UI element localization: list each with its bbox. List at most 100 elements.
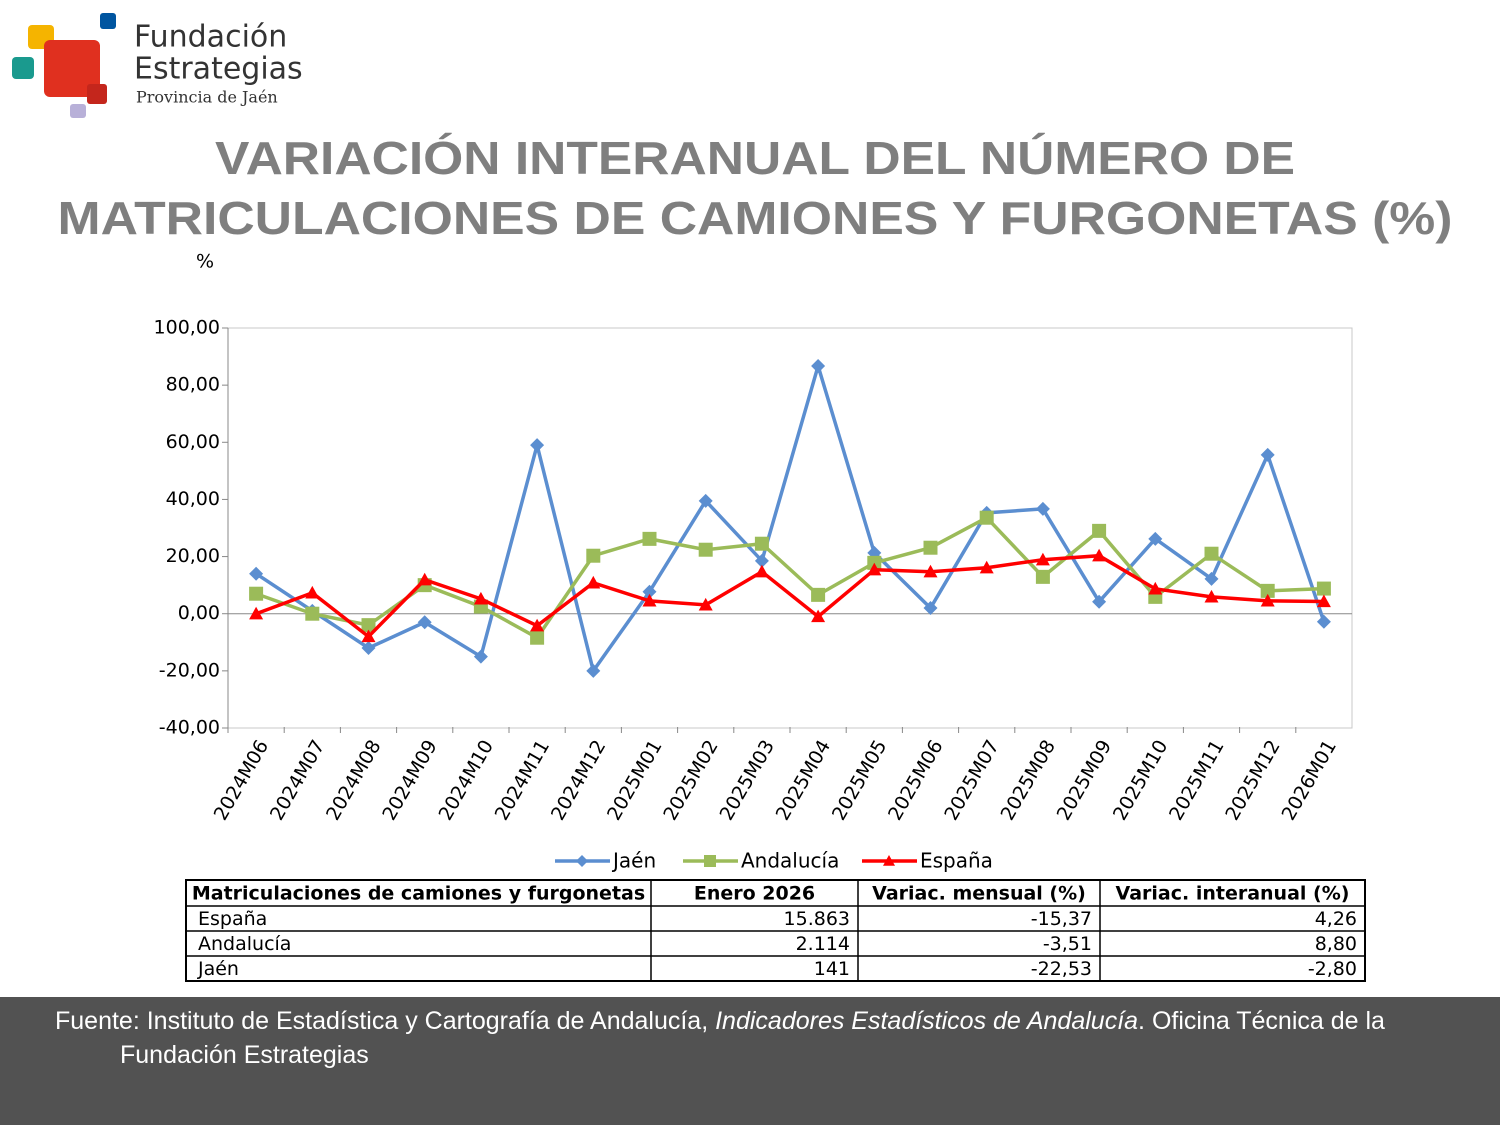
x-tick-label: 2024M08: [322, 736, 386, 824]
marker: [698, 542, 713, 557]
marker: [1035, 552, 1050, 566]
table-cell: -2,80: [1308, 958, 1357, 980]
marker: [754, 564, 769, 578]
marker: [249, 606, 264, 620]
marker: [305, 585, 320, 599]
footer-band: [0, 997, 1500, 1125]
y-tick-label: 60,00: [166, 431, 220, 453]
y-tick-label: 80,00: [166, 374, 220, 396]
source-text: Fuente: Instituto de Estadística y Carto…: [55, 1007, 716, 1035]
marker: [417, 572, 432, 586]
marker: [754, 553, 769, 568]
marker: [1092, 523, 1107, 538]
x-tick-label: 2024M07: [266, 736, 330, 824]
y-tick-label: 0,00: [178, 602, 220, 624]
y-tick-label: -40,00: [159, 717, 220, 739]
logo-square: [44, 40, 100, 97]
series-line: [255, 553, 1324, 639]
x-tick-label: 2025M12: [1221, 736, 1285, 824]
marker: [361, 618, 376, 633]
y-axis-label: %: [196, 251, 214, 273]
marker: [586, 575, 601, 589]
marker: [923, 540, 938, 555]
table-cell: -22,53: [1031, 958, 1092, 980]
marker: [754, 536, 769, 551]
y-tick-label: 40,00: [166, 488, 220, 510]
legend-label: Jaén: [611, 849, 656, 873]
marker: [473, 649, 488, 664]
marker: [698, 493, 713, 508]
logo-square: [12, 57, 34, 79]
marker: [698, 597, 713, 611]
marker: [923, 601, 938, 615]
x-tick-label: 2026M01: [1277, 736, 1341, 824]
x-tick-label: 2024M09: [378, 736, 442, 824]
x-tick-label: 2024M12: [547, 736, 611, 824]
chart-title: VARIACIÓN INTERANUAL DEL NÚMERO DE: [215, 132, 1295, 184]
table-cell: -3,51: [1043, 933, 1092, 955]
table-header: Enero 2026: [694, 883, 815, 905]
marker: [811, 359, 826, 373]
marker: [642, 593, 657, 607]
marker: [1204, 546, 1219, 561]
y-tick-label: 100,00: [154, 317, 220, 339]
marker: [642, 584, 657, 599]
x-tick-label: 2025M06: [884, 736, 948, 824]
source-text: . Oficina Técnica de la Fundación Estrat…: [120, 1007, 1385, 1069]
x-tick-label: 2025M05: [828, 736, 892, 824]
table-cell: 15.863: [784, 908, 850, 930]
table-cell: España: [198, 908, 267, 930]
logo-subtext: Provincia de Jaén: [136, 88, 278, 107]
marker: [1316, 581, 1331, 596]
x-tick-label: 2024M10: [434, 736, 498, 824]
marker: [1148, 581, 1163, 595]
x-tick-label: 2024M06: [210, 736, 274, 824]
marker: [1204, 589, 1219, 603]
table-cell: -15,37: [1031, 908, 1092, 930]
series-line: [255, 515, 1324, 641]
marker: [530, 618, 545, 632]
marker: [1260, 593, 1275, 607]
marker: [1316, 614, 1331, 629]
marker: [1260, 447, 1275, 462]
x-tick-label: 2025M08: [996, 736, 1060, 824]
logo-text: Fundación: [134, 20, 287, 55]
y-tick-label: -20,00: [159, 659, 220, 681]
table-cell: Andalucía: [198, 933, 291, 955]
logo-text: Estrategias: [134, 52, 303, 87]
marker: [586, 663, 601, 678]
logo-square: [100, 13, 116, 29]
x-tick-label: 2025M01: [603, 736, 667, 824]
marker: [1316, 594, 1331, 608]
x-tick-label: 2024M11: [491, 736, 555, 824]
marker: [361, 629, 376, 643]
legend-label: España: [920, 849, 993, 873]
y-tick-label: 20,00: [166, 545, 220, 567]
chart-title: MATRICULACIONES DE CAMIONES Y FURGONETAS…: [58, 192, 1453, 244]
marker: [1204, 571, 1219, 586]
marker: [305, 606, 320, 621]
legend-label: Andalucía: [741, 849, 839, 873]
marker: [979, 510, 994, 525]
table-header: Matriculaciones de camiones y furgonetas: [192, 883, 645, 905]
marker: [1035, 569, 1050, 584]
x-tick-label: 2025M10: [1109, 736, 1173, 824]
marker: [530, 630, 545, 645]
logo-square: [70, 104, 86, 118]
x-tick-label: 2025M07: [940, 736, 1004, 824]
marker: [249, 566, 264, 581]
marker: [1148, 531, 1163, 546]
x-tick-label: 2025M03: [715, 736, 779, 824]
series-line: [255, 359, 1326, 675]
table-cell: 2.114: [796, 933, 850, 955]
table-cell: 8,80: [1315, 933, 1357, 955]
marker: [361, 641, 376, 655]
x-tick-label: 2025M02: [659, 736, 723, 824]
x-tick-label: 2025M11: [1165, 736, 1229, 824]
marker: [811, 609, 826, 623]
marker: [811, 587, 826, 602]
marker: [923, 564, 938, 578]
marker: [530, 438, 545, 453]
